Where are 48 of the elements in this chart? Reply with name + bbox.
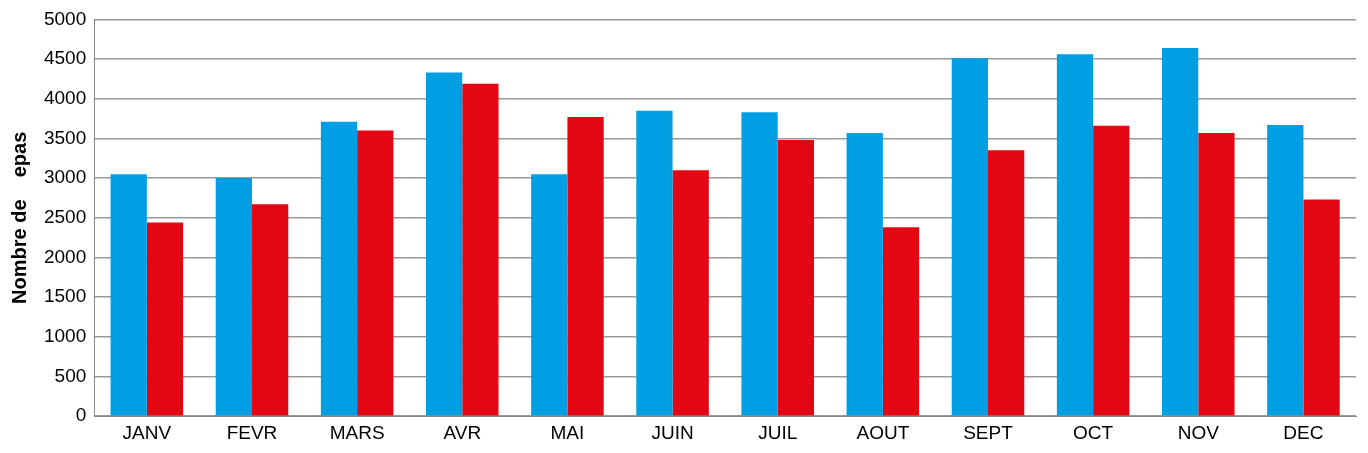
bar [1198, 132, 1235, 416]
y-tick-label: 0 [75, 404, 87, 426]
bar [988, 150, 1025, 416]
x-tick-label: OCT [1073, 421, 1114, 443]
y-tick-label: 2500 [43, 206, 87, 228]
y-tick-label: 3000 [43, 166, 87, 188]
bar [426, 72, 463, 416]
bar [146, 222, 184, 416]
x-tick-label: JUIN [651, 421, 694, 443]
bar [1267, 124, 1304, 416]
x-tick-label: FEVR [226, 421, 278, 443]
bar [357, 130, 394, 416]
bar [882, 227, 920, 416]
bar [636, 110, 673, 416]
y-tick-label: 1000 [43, 325, 87, 347]
x-tick-label: JUIL [758, 421, 798, 443]
bar [1056, 54, 1094, 416]
bar [567, 117, 604, 416]
bar [672, 170, 709, 416]
bar [462, 83, 499, 416]
bar [741, 112, 778, 416]
x-tick-label: NOV [1177, 421, 1220, 443]
x-tick-label: MAI [550, 421, 585, 443]
y-axis-title: Nombre de epas [7, 131, 30, 304]
bar [1162, 47, 1199, 416]
bar [1303, 199, 1340, 416]
x-tick-label: MARS [329, 421, 385, 443]
x-tick-label: DEC [1283, 421, 1324, 443]
y-tick-label: 4000 [43, 86, 87, 108]
bar [951, 58, 988, 416]
y-tick-label: 1500 [43, 285, 87, 307]
bar [215, 178, 252, 416]
bar [251, 204, 289, 416]
bar [320, 121, 358, 416]
x-tick-label: JANV [122, 421, 172, 443]
bar [777, 140, 814, 416]
x-tick-label: AVR [443, 421, 482, 443]
y-tick-label: 500 [54, 364, 87, 386]
y-tick-label: 3500 [43, 126, 87, 148]
y-tick-label: 5000 [43, 7, 87, 29]
bar [110, 174, 147, 416]
x-tick-label: AOUT [856, 421, 910, 443]
x-tick-label: SEPT [963, 421, 1014, 443]
y-tick-label: 4500 [43, 47, 87, 69]
y-tick-label: 2000 [43, 245, 87, 267]
bar [1093, 125, 1130, 416]
bar [846, 132, 883, 416]
bar [531, 174, 568, 416]
